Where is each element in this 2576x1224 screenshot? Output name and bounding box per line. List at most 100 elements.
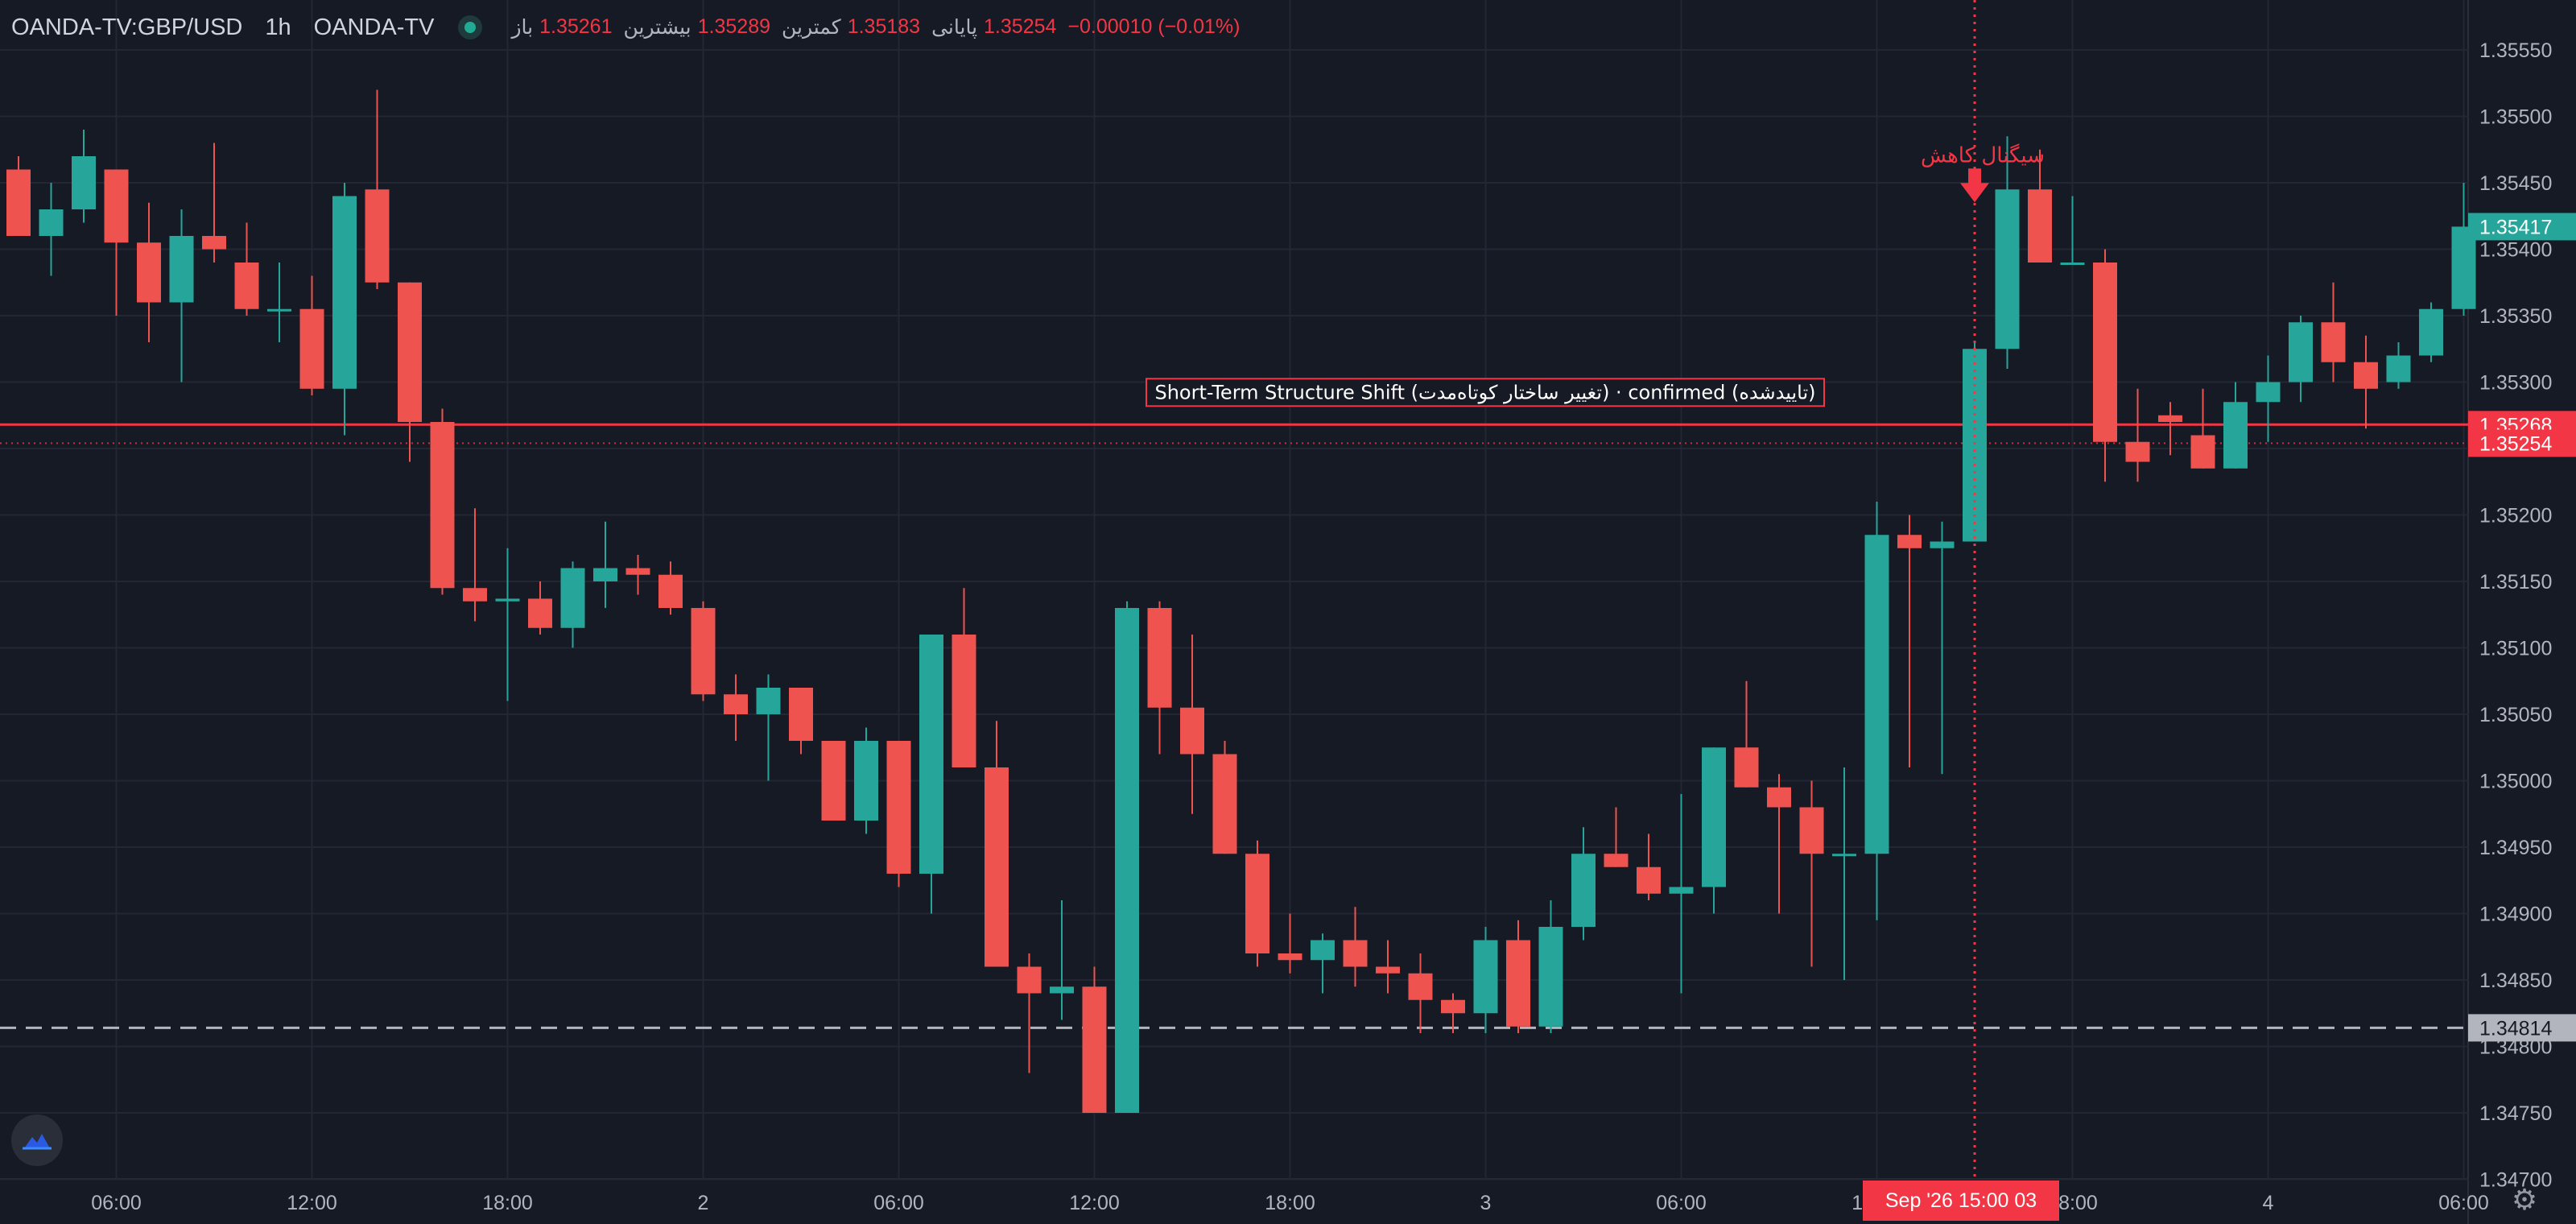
tradingview-cloud-icon[interactable] [11,1114,63,1166]
candle-body [1343,940,1368,967]
candle [104,169,129,316]
sell-signal-arrow-icon [1960,183,1989,203]
data-source[interactable]: OANDA-TV [313,14,435,40]
price-tick-label: 1.35550 [2479,39,2552,62]
symbol-name[interactable]: OANDA-TV:GBP/USD [11,14,243,40]
candle [886,741,911,887]
candle [2028,149,2052,263]
candle [1278,913,1302,974]
candle-body [691,608,716,695]
candle [1376,940,1400,994]
price-tick-label: 1.35300 [2479,372,2552,395]
candle [2190,388,2215,469]
candle [1864,502,1889,920]
candle-body [919,635,943,874]
candle-body [267,308,291,312]
grid [0,0,2469,1224]
ohlc-values: باز 1.35261 بیشترین 1.35289 کمترین 1.351… [500,15,1240,39]
candle-body [2060,263,2085,265]
candle [299,275,324,395]
candle-body [756,688,781,714]
candle-body [1864,535,1889,854]
candle-body [2419,308,2443,356]
candle-body [1376,966,1400,974]
price-tick-label: 1.35350 [2479,305,2552,328]
candle-body [72,156,96,209]
candle-body [1767,787,1791,808]
price-levels [0,423,2468,1029]
close-price-badge: 1.35254 [2479,432,2552,455]
candle [2321,282,2346,382]
candle-body [1115,608,1139,1113]
price-tick-label: 1.35050 [2479,704,2552,726]
candle [854,727,878,834]
price-tick-label: 1.35150 [2479,571,2552,593]
last-price-badge-bg [2468,213,2576,241]
price-tick-label: 1.34950 [2479,837,2552,859]
candle-body [625,568,650,575]
structure-label-box [1146,378,1825,407]
signal-label: سیگنال کاهش [1921,143,2045,167]
price-axis[interactable]: 1.356001.355501.355001.354501.354001.353… [2479,0,2552,1192]
candle-body [1408,973,1433,1000]
price-tick-label: 1.34850 [2479,970,2552,992]
time-axis[interactable]: 06:0012:0018:00206:0012:0018:00306:0012:… [91,1192,2489,1214]
gear-icon[interactable]: ⚙ [2511,1183,2538,1216]
candle-body [6,169,31,236]
candle-body [1734,747,1759,788]
candles [6,89,2476,1113]
candle-body [2125,441,2150,462]
candle [1408,953,1433,1033]
candle [1115,601,1139,1113]
price-tick-label: 1.35450 [2479,172,2552,195]
candle [2451,183,2476,316]
candle-body [1799,807,1824,854]
candle-body [1311,940,1335,961]
candle-body [2028,189,2052,263]
price-tick-label: 1.35200 [2479,505,2552,527]
candle-body [1702,747,1726,887]
low-value: 1.35183 [847,15,921,38]
time-tick-label: 06:00 [873,1192,924,1214]
candle [137,202,161,342]
candle [625,555,650,595]
candle-body [724,694,748,714]
candle [1245,840,1269,967]
candle-body [1245,854,1269,953]
candle-body [886,741,911,874]
candle [2419,302,2443,362]
candle [1604,807,1629,867]
time-tick-label: 3 [1480,1192,1492,1214]
candle [1669,794,1694,994]
signal-arrow-shaft [1968,168,1981,185]
candle [1538,900,1563,1033]
candle [2093,249,2117,482]
candle-body [560,568,585,628]
price-tick-label: 1.35000 [2479,771,2552,793]
candle-body [821,741,846,821]
open-label: باز [511,16,534,39]
market-status-icon[interactable] [458,15,483,39]
candle-body [2354,362,2378,389]
candle [1897,515,1922,767]
candle-body [398,282,422,422]
candle-body [2158,415,2182,422]
candle [1930,521,1955,775]
candle-body [2093,263,2117,442]
timeframe[interactable]: 1h [265,14,291,40]
time-tick-label: 12:00 [287,1192,337,1214]
candle [985,721,1009,967]
open-value: 1.35261 [539,15,613,38]
time-tick-label: 12:00 [1069,1192,1120,1214]
candle [658,561,683,615]
candle [1506,920,1530,1033]
close-price-badge-bg [2468,429,2576,457]
candle-body [1669,887,1694,894]
candle-body [2190,435,2215,469]
candle [398,282,422,462]
candle [1212,741,1237,854]
candle-body [1506,940,1530,1027]
candle [756,674,781,781]
